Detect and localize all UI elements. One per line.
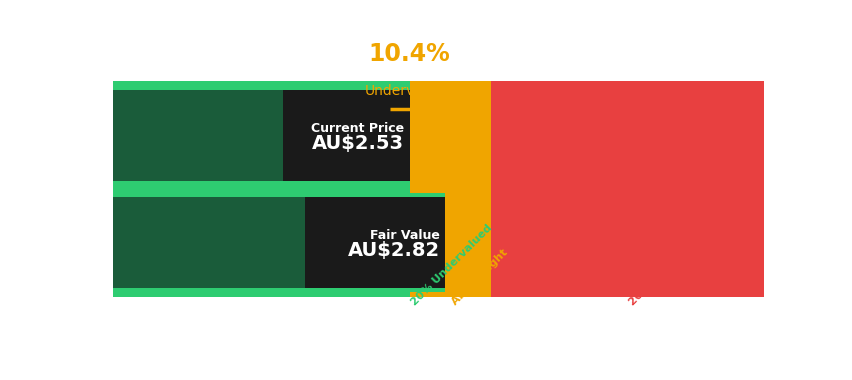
Bar — [113, 90, 409, 181]
Text: 10.4%: 10.4% — [368, 42, 450, 66]
Bar — [305, 197, 445, 288]
Bar — [282, 90, 409, 181]
Bar — [113, 197, 445, 288]
Bar — [113, 81, 409, 297]
Text: Fair Value: Fair Value — [370, 229, 440, 242]
Bar — [491, 81, 763, 297]
Bar — [113, 193, 445, 292]
Text: 20% Undervalued: 20% Undervalued — [409, 222, 493, 307]
Text: 20% Overvalued: 20% Overvalued — [627, 228, 705, 307]
Text: AU$2.53: AU$2.53 — [312, 134, 404, 153]
Text: AU$2.82: AU$2.82 — [348, 241, 440, 260]
Bar — [113, 86, 409, 185]
Text: Current Price: Current Price — [311, 122, 404, 135]
Bar — [409, 81, 491, 297]
Text: About Right: About Right — [450, 248, 509, 307]
Text: Undervalued: Undervalued — [365, 84, 453, 98]
